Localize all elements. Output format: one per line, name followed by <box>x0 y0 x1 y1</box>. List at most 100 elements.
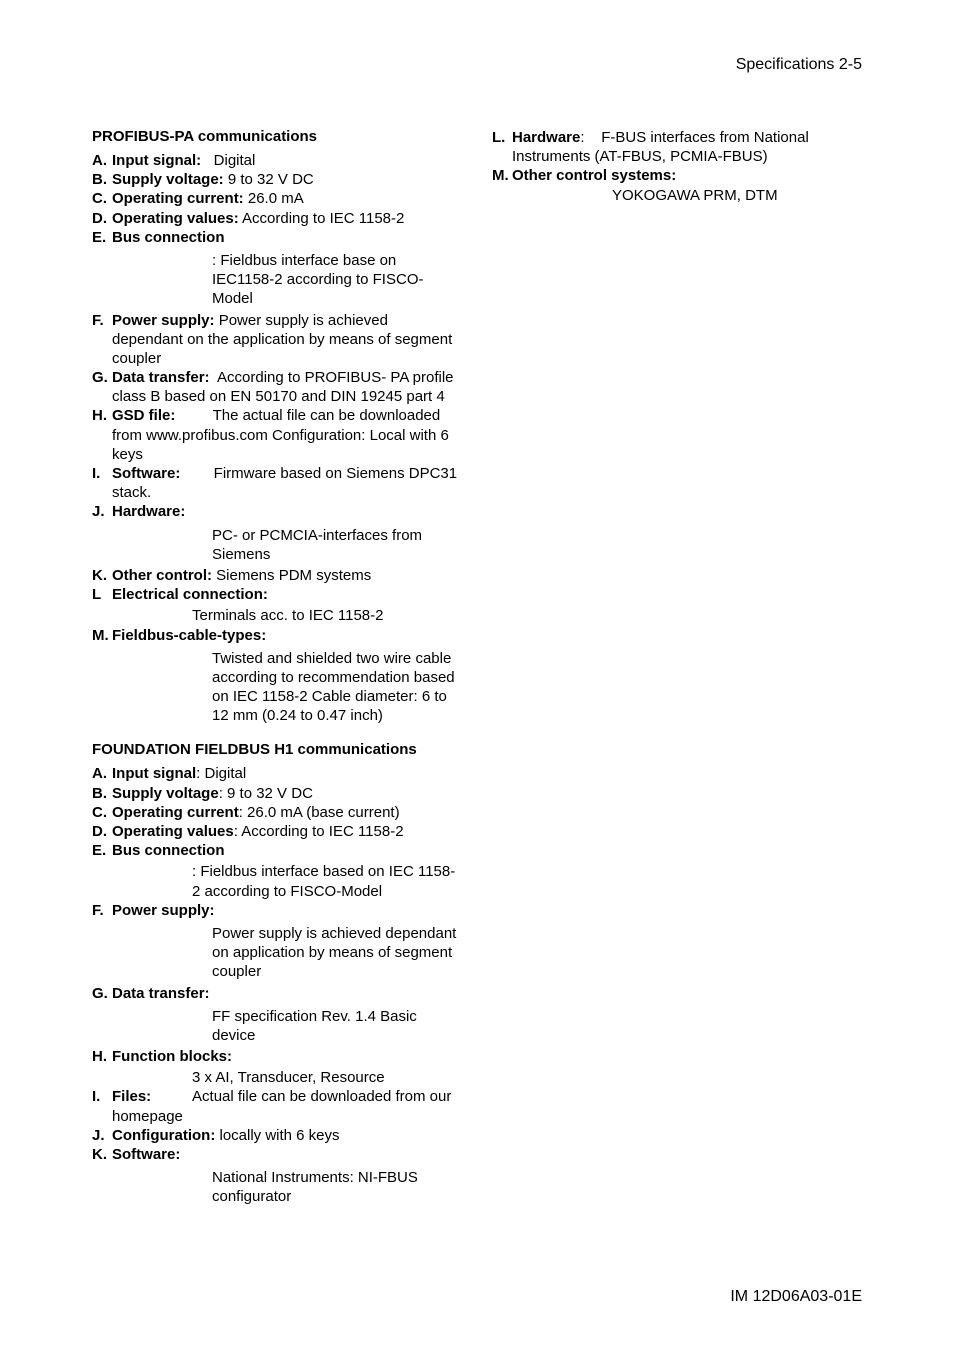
ff-sub: : Fieldbus interface based on IEC 1158-2… <box>192 862 462 900</box>
ff-sub: Power supply is achieved dependant on ap… <box>212 924 462 982</box>
right-label: Other control systems: <box>512 167 676 184</box>
ff-label: Function blocks: <box>112 1048 232 1065</box>
profibus-body: Operating current: 26.0 mA <box>112 189 462 208</box>
profibus-sub: Twisted and shielded two wire cable acco… <box>212 649 462 726</box>
ff-marker: G. <box>92 984 112 1003</box>
profibus-body: Bus connection: Fieldbus interface base … <box>112 228 462 311</box>
ff-sub: 3 x AI, Transducer, Resource <box>192 1068 462 1087</box>
content-columns: PROFIBUS-PA communications A.Input signa… <box>92 128 862 1223</box>
ff-body: Software:National Instruments: NI-FBUS c… <box>112 1145 462 1209</box>
profibus-body: Hardware: PC- or PCMCIA-interfaces from S… <box>112 502 462 566</box>
ff-marker: C. <box>92 803 112 822</box>
profibus-body: Other control: Siemens PDM systems <box>112 566 462 585</box>
profibus-value: Siemens PDM systems <box>212 567 371 584</box>
right-marker: L. <box>492 128 512 147</box>
ff-label: Bus connection <box>112 842 225 859</box>
profibus-marker: A. <box>92 151 112 170</box>
profibus-label: Data transfer: <box>112 369 210 386</box>
profibus-item: L Electrical connection:Terminals acc. t… <box>92 585 462 625</box>
right-column: L. Hardware: F-BUS interfaces from Natio… <box>492 128 862 1223</box>
profibus-marker: H. <box>92 406 112 425</box>
profibus-label: GSD file: <box>112 407 175 424</box>
ff-marker: F. <box>92 901 112 920</box>
ff-item: D. Operating values: According to IEC 11… <box>92 822 462 841</box>
profibus-body: Supply voltage: 9 to 32 V DC <box>112 170 462 189</box>
ff-marker: I. <box>92 1087 112 1106</box>
ff-item: H.Function blocks: 3 x AI, Transducer, Re… <box>92 1047 462 1087</box>
ff-body: Operating values: According to IEC 1158-… <box>112 822 462 841</box>
profibus-body: Operating values: According to IEC 1158-… <box>112 209 462 228</box>
page-header-right: Specifications 2-5 <box>736 56 862 74</box>
ff-marker: J. <box>92 1126 112 1145</box>
right-body: Hardware: F-BUS interfaces from National… <box>512 128 862 166</box>
right-list: L. Hardware: F-BUS interfaces from Natio… <box>492 128 862 205</box>
ff-marker: H. <box>92 1047 112 1066</box>
profibus-body: Fieldbus-cable-types:Twisted and shielde… <box>112 626 462 728</box>
profibus-item: E.Bus connection: Fieldbus interface bas… <box>92 228 462 311</box>
ff-sub: National Instruments: NI-FBUS configurat… <box>212 1168 462 1206</box>
ff-marker: B. <box>92 784 112 803</box>
ff-body: Files: Actual file can be downloaded fro… <box>112 1087 462 1125</box>
ff-item: I. Files: Actual file can be downloaded … <box>92 1087 462 1125</box>
ff-item: J. Configuration: locally with 6 keys <box>92 1126 462 1145</box>
profibus-item: D.Operating values: According to IEC 115… <box>92 209 462 228</box>
right-item: M. Other control systems: YOKOGAWA PRM, D… <box>492 166 862 204</box>
ff-value: Actual file can be downloaded from our h… <box>112 1088 456 1124</box>
page: Specifications 2-5 PROFIBUS-PA communica… <box>0 0 954 1350</box>
ff-value: : 26.0 mA (base current) <box>239 804 400 821</box>
profibus-body: Electrical connection:Terminals acc. to … <box>112 585 462 625</box>
ff-list: A. Input signal: DigitalB. Supply voltag… <box>92 764 462 1208</box>
ff-label: Operating values <box>112 823 234 840</box>
profibus-label: Hardware: <box>112 503 185 520</box>
page-footer-right: IM 12D06A03-01E <box>730 1288 862 1306</box>
ff-body: Data transfer:FF specification Rev. 1.4 … <box>112 984 462 1048</box>
ff-marker: E. <box>92 841 112 860</box>
ff-body: Function blocks: 3 x AI, Transducer, Reso… <box>112 1047 462 1087</box>
ff-body: Bus connection : Fieldbus interface based… <box>112 841 462 901</box>
profibus-marker: F. <box>92 311 112 330</box>
profibus-item: K. Other control: Siemens PDM systems <box>92 566 462 585</box>
profibus-list: A.Input signal: DigitalB.Supply voltage:… <box>92 151 462 727</box>
profibus-item: B.Supply voltage: 9 to 32 V DC <box>92 170 462 189</box>
profibus-label: Other control: <box>112 567 212 584</box>
right-sub: YOKOGAWA PRM, DTM <box>612 186 862 205</box>
ff-marker: K. <box>92 1145 112 1164</box>
ff-body: Power supply: Power supply is achieved de… <box>112 901 462 984</box>
profibus-marker: M. <box>92 626 112 645</box>
profibus-item: I. Software: Firmware based on Siemens D… <box>92 464 462 502</box>
profibus-value: 26.0 mA <box>244 190 304 207</box>
ff-label: Input signal <box>112 765 196 782</box>
ff-label: Operating current <box>112 804 239 821</box>
profibus-title: PROFIBUS-PA communications <box>92 128 462 145</box>
ff-marker: D. <box>92 822 112 841</box>
profibus-marker: J. <box>92 502 112 521</box>
profibus-marker: K. <box>92 566 112 585</box>
ff-title: FOUNDATION FIELDBUS H1 communications <box>92 741 462 758</box>
profibus-marker: D. <box>92 209 112 228</box>
profibus-body: Power supply: Power supply is achieved d… <box>112 311 462 369</box>
profibus-label: Operating current: <box>112 190 244 207</box>
ff-label: Power supply: <box>112 902 215 919</box>
profibus-label: Software: <box>112 465 180 482</box>
profibus-item: H. GSD file: The actual file can be down… <box>92 406 462 464</box>
profibus-body: Software: Firmware based on Siemens DPC3… <box>112 464 462 502</box>
profibus-item: F. Power supply: Power supply is achieve… <box>92 311 462 369</box>
right-marker: M. <box>492 166 512 185</box>
profibus-value: According to IEC 1158-2 <box>239 210 405 227</box>
ff-item: G. Data transfer:FF specification Rev. 1… <box>92 984 462 1048</box>
right-item: L. Hardware: F-BUS interfaces from Natio… <box>492 128 862 166</box>
ff-body: Input signal: Digital <box>112 764 462 783</box>
profibus-item: G.Data transfer: According to PROFIBUS- … <box>92 368 462 406</box>
right-label: Hardware <box>512 129 580 146</box>
left-column: PROFIBUS-PA communications A.Input signa… <box>92 128 462 1223</box>
profibus-sub: PC- or PCMCIA-interfaces from Siemens <box>212 526 462 564</box>
profibus-label: Supply voltage: <box>112 171 224 188</box>
profibus-marker: L <box>92 585 112 604</box>
ff-value: : 9 to 32 V DC <box>219 785 313 802</box>
ff-body: Supply voltage: 9 to 32 V DC <box>112 784 462 803</box>
ff-marker: A. <box>92 764 112 783</box>
profibus-label: Power supply: <box>112 312 215 329</box>
ff-value: : Digital <box>196 765 246 782</box>
profibus-marker: B. <box>92 170 112 189</box>
ff-item: E. Bus connection : Fieldbus interface ba… <box>92 841 462 901</box>
